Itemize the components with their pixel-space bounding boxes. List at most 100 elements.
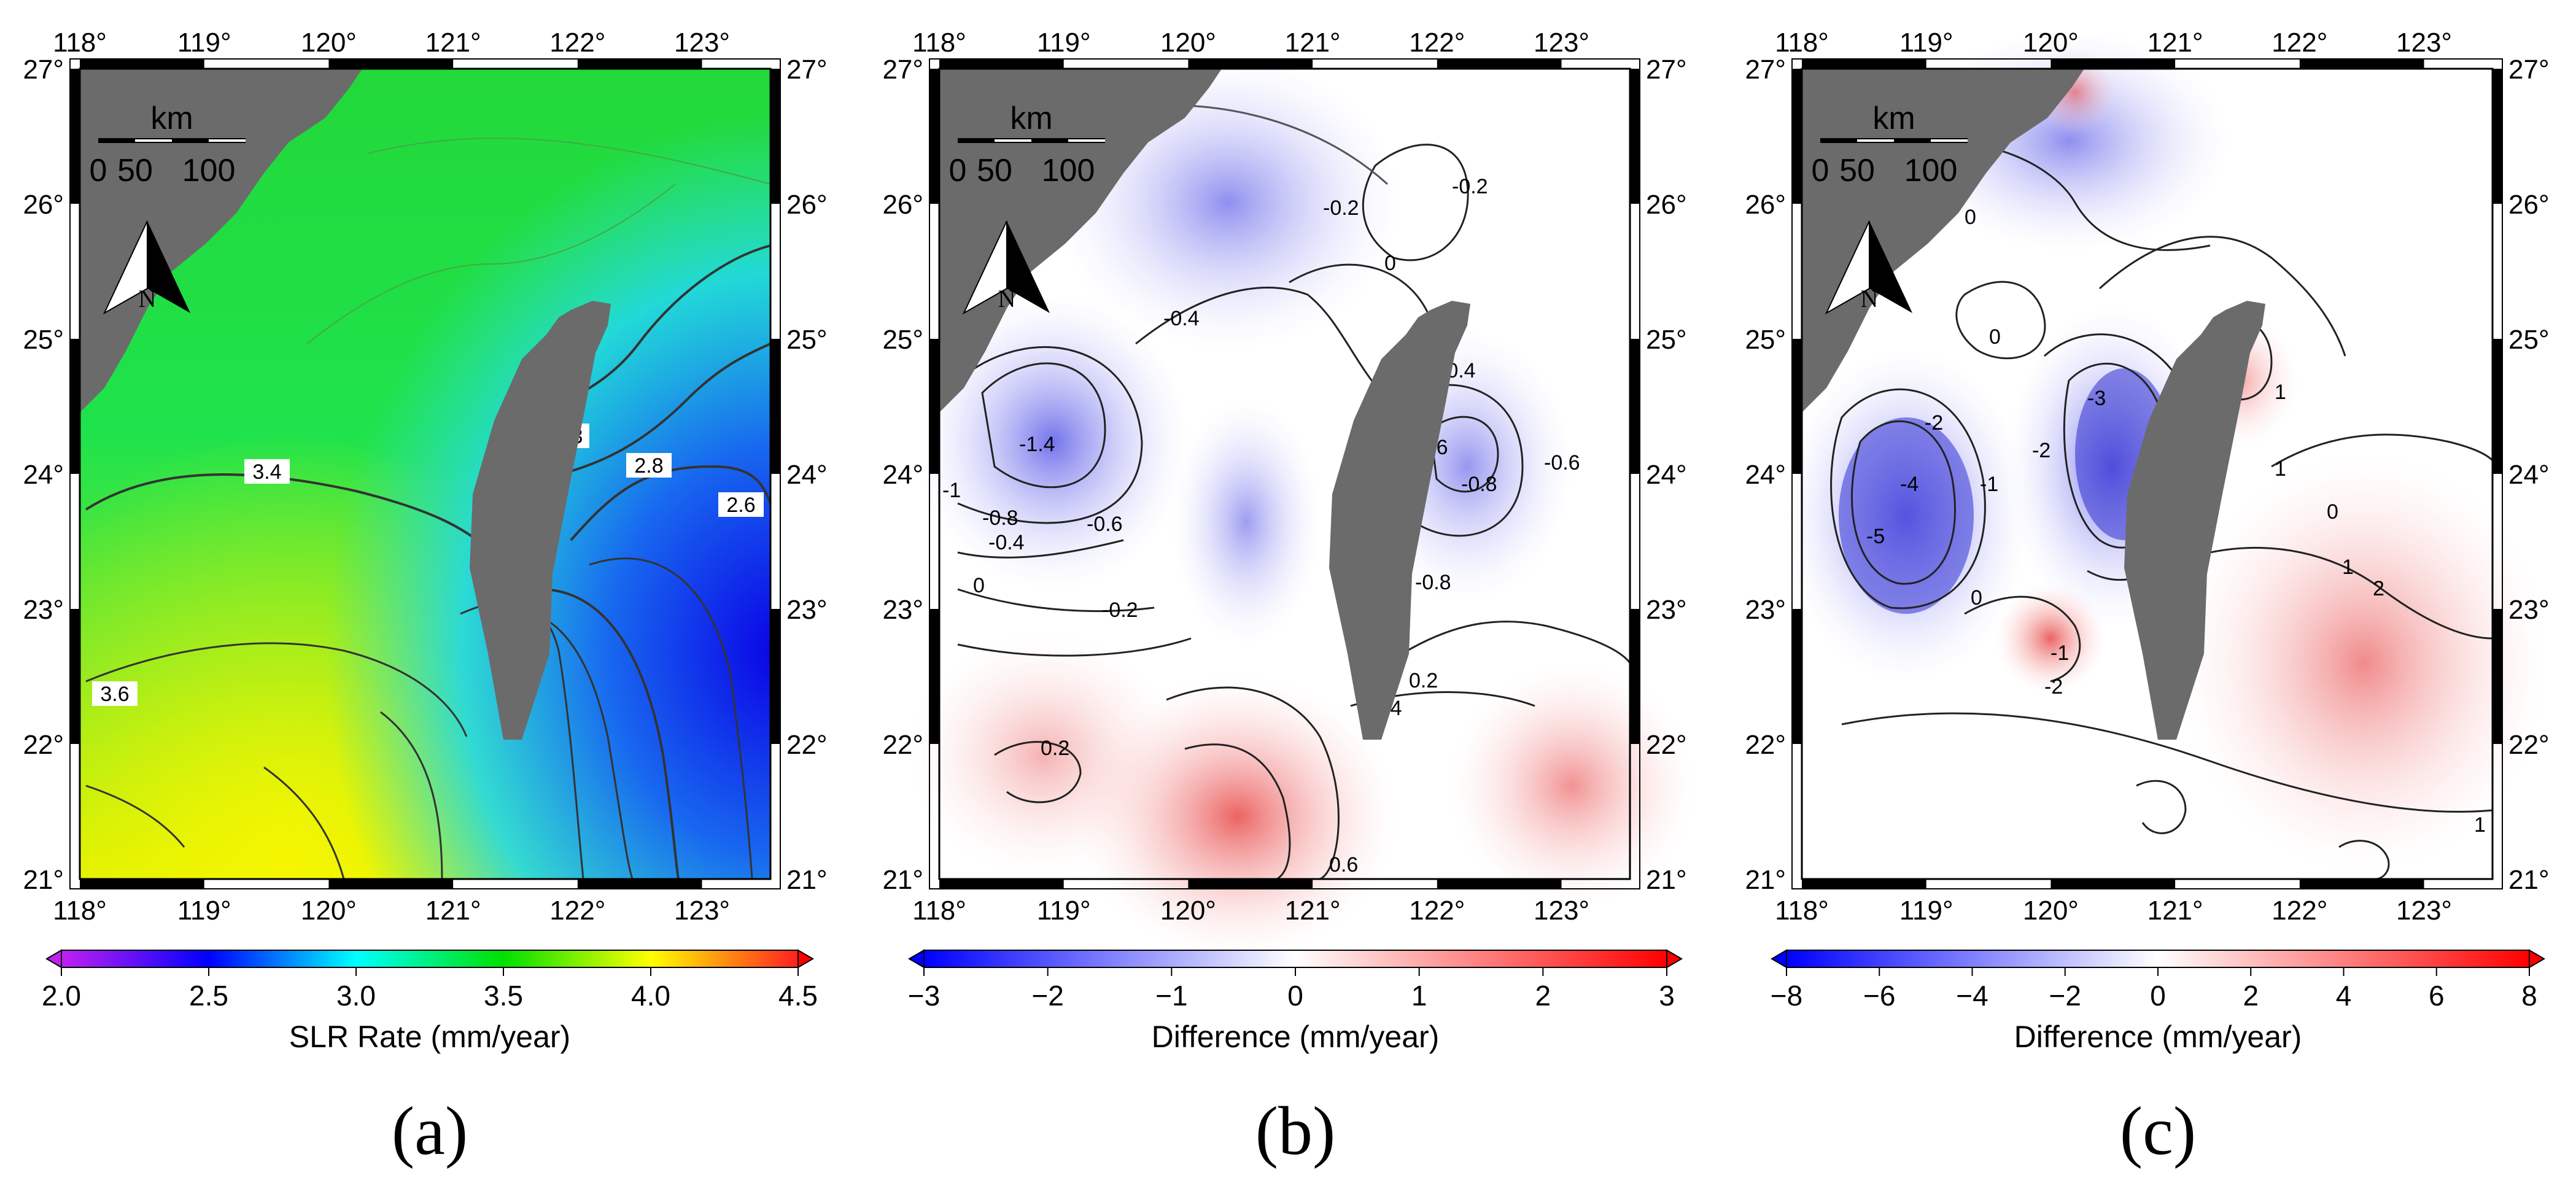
lat-tick-label: 24° [1745,460,1786,490]
lat-tick-label: 22° [786,730,828,760]
lon-tick-label: 121° [425,896,481,926]
lat-tick-label: 21° [882,865,923,895]
contour-label: -0.8 [1415,571,1451,594]
lat-tick-label: 25° [786,325,828,355]
scale-tick-label: 100 [1042,153,1095,188]
colorbar-tick-label: −1 [1155,980,1187,1012]
lon-tick-label: 119° [1899,28,1953,58]
scale-tick-label: 50 [117,153,153,188]
colorbar-tick-label: −3 [908,980,940,1012]
lon-tick-label: 118° [1775,896,1829,926]
scale-tick-label: 50 [1839,153,1875,188]
map-area-a: 3.4 3 2.8 2.6 3.6 [80,69,772,880]
map-area-b: -0.2 -0.2 0 -0.4 -0.4 -1.4 -1 -0.8 -0.6 … [909,55,1694,958]
contour-label: 1 [2342,556,2354,579]
lat-tick-label: 26° [23,190,64,220]
lon-tick-label: 121° [425,28,481,58]
contour-label: -0.6 [1544,451,1580,474]
lon-tick-label: 118° [53,28,107,58]
contour-label: -0.4 [988,531,1025,554]
scale-bar: km 0 50 100 [949,101,1105,188]
lon-tick-label: 119° [1037,896,1091,926]
lon-tick-label: 122° [1409,28,1465,58]
map-frames: 118°118°119°119°120°120°121°121°122°122°… [23,28,2549,926]
colorbar-tick-label: 3.5 [484,980,523,1012]
lat-tick-label: 22° [882,730,923,760]
lat-tick-label: 24° [1646,460,1687,490]
lon-tick-label: 120° [1160,28,1216,58]
colorbar-max-arrow [1666,949,1683,969]
contour-label: -0.8 [982,506,1018,530]
lat-tick-label: 26° [882,190,923,220]
colorbar-min-arrow [1771,949,1787,969]
lon-tick-label: 123° [1534,28,1589,58]
contour-label: 0.6 [1329,853,1358,877]
contour-label: 0 [1384,252,1396,275]
contour-label: 2.6 [726,494,755,517]
lat-tick-label: 27° [882,55,923,85]
colorbar-min-arrow [45,949,62,969]
lon-tick-label: 123° [674,28,730,58]
lon-tick-label: 119° [177,28,231,58]
north-label: N [998,285,1016,312]
lon-tick-label: 120° [1160,896,1216,926]
north-arrow-icon: N [103,220,190,315]
contour-label: 0 [1989,325,2001,349]
lon-tick-label: 118° [1775,28,1829,58]
contour-label: 2.8 [634,454,663,478]
contour-label: 0.2 [1041,737,1069,760]
lat-tick-label: 25° [1646,325,1687,355]
colorbar-tick-label: 8 [2521,980,2537,1012]
colorbar-title: Difference (mm/year) [1152,1020,1440,1054]
colorbar-title: SLR Rate (mm/year) [289,1020,570,1054]
lon-tick-label: 122° [2271,28,2327,58]
colorbar-tick-label: 4 [2336,980,2352,1012]
lon-tick-label: 121° [1285,28,1341,58]
lat-tick-label: 25° [2508,325,2550,355]
scale-unit-label: km [150,101,193,136]
contour-label: 1 [2275,457,2286,481]
contour-label: -5 [1866,525,1885,548]
scale-tick-label: 0 [90,153,107,188]
colorbar-tick-label: 4.5 [778,980,818,1012]
panel-label: (c) [2120,1093,2196,1169]
colorbar-tick-label: 2 [1535,980,1551,1012]
lon-tick-label: 119° [1037,28,1091,58]
lat-tick-label: 24° [2508,460,2550,490]
lat-tick-label: 26° [786,190,828,220]
lat-tick-label: 27° [2508,55,2550,85]
lon-tick-label: 121° [2147,896,2203,926]
lat-tick-label: 21° [1646,865,1687,895]
lat-tick-label: 26° [1745,190,1786,220]
map-overlays: km 0 50 100 Nkm 0 50 100 Nkm 0 50 100 N [90,101,1968,315]
scale-tick-label: 100 [1904,153,1958,188]
lat-tick-label: 25° [882,325,923,355]
contour-label: -4 [1900,473,1918,496]
lat-tick-label: 24° [786,460,828,490]
colorbar-tick-label: −4 [1956,980,1988,1012]
contour-label: -0.2 [1323,196,1359,220]
colorbar-tick-label: 1 [1411,980,1427,1012]
scale-bar: km 0 50 100 [90,101,246,188]
lat-tick-label: 22° [1646,730,1687,760]
lon-tick-label: 122° [2271,896,2327,926]
scale-bar: km 0 50 100 [1812,101,1968,188]
lat-tick-label: 21° [23,865,64,895]
lat-tick-label: 21° [2508,865,2550,895]
contour-label: 0 [2327,500,2338,524]
colorbars: 2.0 2.5 3.0 3.5 4.0 4.5 SLR Rate (mm/year) (a) −… [42,949,2545,1169]
lon-tick-label: 123° [674,896,730,926]
lat-tick-label: 22° [23,730,64,760]
lon-tick-label: 120° [301,28,357,58]
contour-label: 3.6 [100,683,129,706]
map-area-c: 0 0 -3 -2 -4 -5 -1 0 -2 1 1 0 1 2 -1 -2 … [1783,31,2548,880]
panel-b: -0.2 -0.2 0 -0.4 -0.4 -1.4 -1 -0.8 -0.6 … [909,55,1694,958]
contour-label: 0 [1971,586,1982,610]
colorbar-tick-label: −6 [1863,980,1895,1012]
colorbar-tick-label: 0 [2150,980,2166,1012]
lon-tick-label: 119° [177,896,231,926]
contour-label: -0.4 [1163,307,1200,330]
colorbar-tick-label: −8 [1771,980,1802,1012]
colorbar-tick-label: 2.0 [42,980,81,1012]
lat-tick-label: 22° [1745,730,1786,760]
